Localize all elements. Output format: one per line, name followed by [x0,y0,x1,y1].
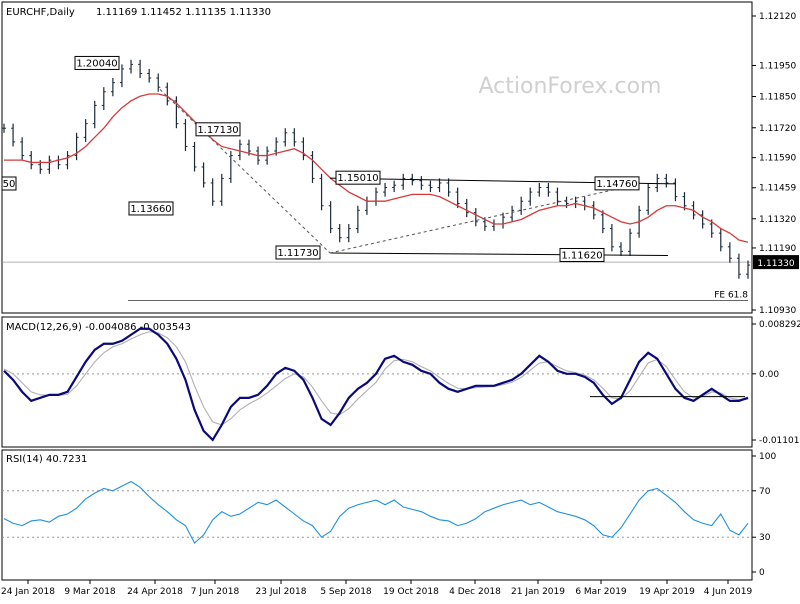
price-label: 1.14760 [594,176,640,191]
price-axis-ticks: 1.12120 1.11950 1.11850 1.11720 1.11590 1.114… [752,12,796,316]
price-label: 1.17130 [195,122,241,137]
price-tick-label: 1.11950 [759,61,796,71]
x-tick-label: 7 Jun 2018 [191,587,240,597]
left-edge-label-box [1,176,17,191]
moving-average-line [4,93,749,243]
left-edge-label: 50 [3,179,16,190]
price-panel: ActionForex.com EURCHF,Daily 1.11169 1.1… [1,1,799,316]
time-axis: 24 Jan 2018 9 Mar 2018 24 Apr 2018 7 Jun 20… [1,580,752,597]
rsi-panel: RSI(14) 40.7231 100 70 30 0 [1,449,776,581]
price-label-box [275,245,321,260]
x-tick-label: 23 Jul 2018 [256,587,307,597]
dashed-trend-line [329,183,641,254]
x-tick-label: 19 Apr 2019 [639,587,695,597]
price-label: 1.13660 [128,201,174,216]
x-tick-label: 4 Dec 2018 [449,587,501,597]
rsi-tick-label: 0 [759,568,765,578]
current-price-box [753,255,799,270]
macd-title: MACD(12,26,9) -0.004086 -0.003543 [6,322,191,333]
price-label-text: 1.15010 [337,173,378,184]
price-label: 1.11730 [275,245,321,260]
rsi-line [3,480,749,544]
x-tick-label: 19 Oct 2018 [383,587,439,597]
macd-panel: MACD(12,26,9) -0.004086 -0.003543 0.0082… [1,316,800,448]
price-label-box [195,122,241,137]
price-label-text: 1.14760 [596,179,637,190]
price-label: 1.15010 [335,170,381,185]
x-tick-label: 24 Apr 2018 [127,587,183,597]
price-label-box [594,176,640,191]
price-labels: 1.20040 1.17130 1.13660 1.11730 1.15010 1.147… [1,55,640,262]
rsi-tick-label: 70 [759,487,771,497]
price-label-text: 1.13660 [130,204,171,215]
price-reference-lines: FE 61.8 1.11330 [2,255,799,302]
price-label-box [128,201,174,216]
macd-tick-label: 0.00 [759,370,779,380]
current-price-label: 1.11330 [757,259,794,269]
price-label: 1.20040 [74,55,120,70]
x-tick-label: 24 Jan 2018 [1,587,55,597]
rsi-axis-ticks: 100 70 30 0 [2,452,776,578]
channel-bottom-line [329,252,669,256]
watermark: ActionForex.com [479,74,662,99]
price-label-box [335,170,381,185]
price-tick-label: 1.10930 [759,306,796,316]
current-price-tag: 1.11330 [753,255,799,270]
ohlc-header: 1.11169 1.11452 1.11135 1.11330 [96,7,271,18]
rsi-tick-label: 30 [759,533,771,543]
chart-title: EURCHF,Daily [6,7,75,18]
price-tick-label: 1.11720 [759,124,796,134]
macd-line [3,327,749,442]
x-tick-label: 4 Jun 2019 [704,587,753,597]
macd-tick-label: -0.011015 [759,436,800,446]
price-tick-label: 1.12120 [759,12,796,22]
x-tick-label: 5 Sep 2018 [320,587,372,597]
macd-tick-label: 0.008292 [759,320,800,330]
rsi-title: RSI(14) 40.7231 [6,454,87,465]
rsi-tick-label: 100 [759,452,776,462]
price-tick-label: 1.11850 [759,93,796,103]
x-tick-label: 9 Mar 2018 [64,587,116,597]
fib-label: FE 61.8 [714,291,748,301]
x-tick-label: 21 Jan 2019 [511,587,565,597]
x-tick-label: 6 Mar 2019 [575,587,627,597]
price-label-text: 1.20040 [76,58,117,69]
price-tick-label: 1.11190 [759,244,796,254]
price-label-text: 1.11620 [561,250,602,261]
price-label: 1.11620 [559,247,605,262]
price-label-text: 1.17130 [197,125,238,136]
price-tick-label: 1.11459 [759,184,796,194]
price-tick-label: 1.11320 [759,215,796,225]
price-label-text: 1.11730 [277,248,318,259]
price-label-box [74,55,120,70]
price-tick-label: 1.11590 [759,154,796,164]
price-label-box [559,247,605,262]
